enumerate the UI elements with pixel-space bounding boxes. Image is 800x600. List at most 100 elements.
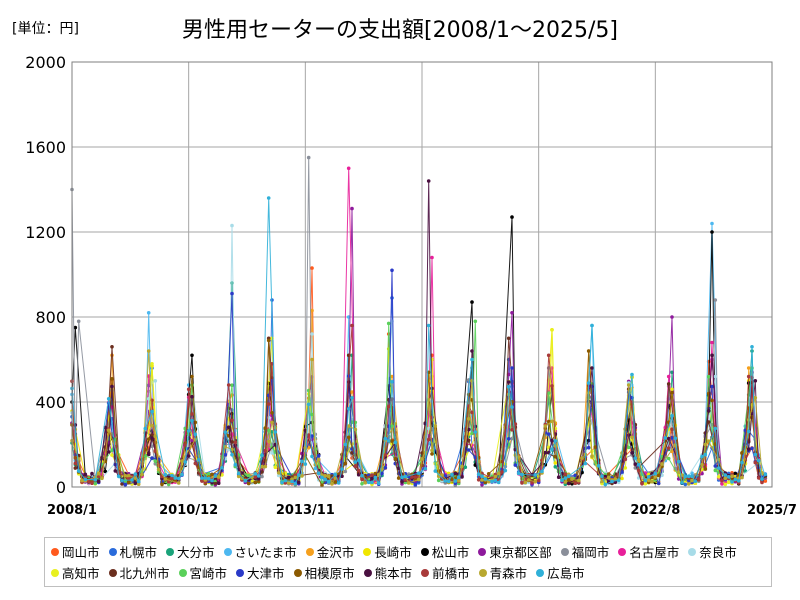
data-point	[670, 387, 674, 392]
data-point	[713, 464, 718, 468]
data-point	[623, 457, 628, 462]
data-point	[233, 462, 238, 467]
legend-marker	[421, 568, 430, 577]
data-point	[510, 428, 514, 432]
data-point	[563, 476, 568, 480]
data-point	[606, 472, 611, 476]
data-point	[263, 448, 268, 453]
data-point	[763, 479, 768, 483]
data-point	[453, 479, 458, 483]
data-point	[263, 464, 268, 469]
series-line	[71, 282, 763, 486]
legend-item: 北九州市	[108, 562, 170, 583]
series-line	[71, 208, 766, 486]
y-tick-label: 2000	[25, 53, 66, 72]
data-point	[433, 424, 438, 428]
data-point	[683, 474, 688, 479]
data-point	[390, 268, 394, 273]
data-point	[723, 476, 728, 481]
data-point	[146, 311, 151, 315]
data-point	[260, 453, 264, 458]
data-point	[420, 457, 424, 461]
data-point	[76, 319, 81, 324]
legend-item: 前橋市	[421, 562, 470, 583]
data-point	[626, 383, 631, 387]
data-point	[416, 477, 421, 482]
data-point	[320, 475, 324, 480]
data-point	[343, 461, 348, 466]
data-point	[310, 357, 314, 362]
data-point	[350, 396, 354, 400]
data-point	[736, 479, 741, 483]
data-point	[406, 481, 411, 485]
data-point	[186, 429, 191, 433]
data-point	[310, 332, 314, 336]
data-point	[146, 349, 151, 353]
data-point	[673, 436, 678, 441]
data-point	[390, 380, 394, 384]
y-tick-label: 800	[35, 308, 66, 327]
data-point	[543, 424, 548, 428]
data-point	[220, 465, 224, 470]
legend-label: 青森市	[489, 566, 528, 581]
data-point	[740, 451, 744, 455]
data-point	[226, 383, 231, 387]
data-point	[686, 474, 691, 479]
data-point	[206, 476, 211, 481]
data-point	[350, 323, 354, 328]
data-point	[470, 349, 474, 353]
legend-marker	[363, 568, 372, 577]
data-point	[253, 480, 258, 485]
legend-item: 奈良市	[688, 541, 737, 562]
data-point	[510, 366, 514, 370]
data-point	[346, 407, 351, 411]
data-point	[710, 353, 714, 358]
legend-marker	[223, 547, 232, 556]
data-point	[120, 482, 124, 486]
data-point	[170, 473, 174, 478]
data-point	[310, 266, 314, 270]
data-point	[146, 437, 151, 441]
data-point	[706, 374, 711, 379]
data-point	[393, 456, 398, 461]
data-point	[203, 476, 208, 480]
data-point	[150, 436, 154, 440]
data-point	[373, 471, 378, 476]
legend-marker	[293, 568, 302, 577]
data-point	[296, 473, 301, 477]
data-point	[550, 384, 554, 388]
data-point	[493, 474, 498, 479]
data-point	[480, 482, 484, 487]
data-point	[453, 471, 458, 476]
data-point	[430, 448, 434, 453]
data-point	[713, 374, 718, 379]
data-point	[546, 391, 551, 395]
data-point	[590, 366, 594, 370]
data-point	[666, 446, 671, 450]
series-line	[71, 157, 766, 487]
data-point	[536, 478, 541, 483]
data-point	[656, 481, 661, 486]
data-point	[206, 472, 211, 476]
data-point	[186, 387, 191, 392]
data-point	[390, 374, 394, 379]
data-point	[133, 472, 138, 476]
legend-item: 宮崎市	[178, 562, 227, 583]
data-point	[153, 379, 158, 383]
data-point	[280, 481, 284, 485]
data-point	[670, 414, 674, 418]
data-point	[226, 425, 231, 430]
data-point	[383, 436, 388, 441]
data-point	[476, 472, 481, 477]
data-point	[646, 478, 651, 483]
legend-label: 松山市	[431, 545, 470, 560]
data-point	[556, 475, 561, 480]
data-point	[353, 460, 358, 464]
data-point	[753, 452, 758, 457]
data-point	[276, 471, 281, 475]
data-point	[510, 215, 514, 219]
x-tick-label: 2016/10	[392, 503, 451, 518]
data-point	[150, 456, 154, 460]
data-point	[553, 461, 558, 465]
